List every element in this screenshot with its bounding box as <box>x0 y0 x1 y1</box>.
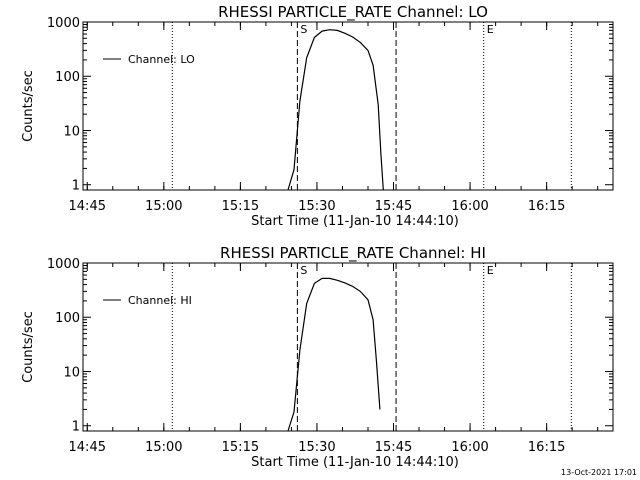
x-tick-label: 16:00 <box>451 440 488 455</box>
marker-label: S <box>300 23 307 36</box>
y-tick-label: 1000 <box>47 257 80 272</box>
x-tick-label: 15:15 <box>222 199 259 214</box>
x-tick-label: 15:45 <box>375 199 412 214</box>
generation-timestamp: 13-Oct-2021 17:01 <box>561 468 637 477</box>
chart-title: RHESSI PARTICLE_RATE Channel: HI <box>220 244 486 263</box>
marker-label: E <box>487 264 494 277</box>
y-tick-label: 10 <box>63 365 80 380</box>
x-axis-label: Start Time (11-Jan-10 14:44:10) <box>251 214 459 229</box>
y-tick-label: 10 <box>63 124 80 139</box>
y-tick-label: 1 <box>72 179 80 194</box>
y-axis-label: Counts/sec <box>21 70 36 142</box>
marker-label: S <box>300 264 307 277</box>
x-axis-label: Start Time (11-Jan-10 14:44:10) <box>251 455 459 470</box>
plot-frame <box>82 21 614 191</box>
legend-entry: Channel: LO <box>128 53 195 66</box>
chart-panel-0: RHESSI PARTICLE_RATE Channel: LO 1 10 100 10… <box>21 3 614 229</box>
plot-frame <box>82 262 614 432</box>
y-axis-label: Counts/sec <box>21 311 36 383</box>
marker-label: E <box>487 23 494 36</box>
x-tick-label: 14:45 <box>69 199 106 214</box>
y-tick-label: 1 <box>72 420 80 435</box>
x-tick-label: 15:00 <box>145 440 182 455</box>
x-tick-label: 15:15 <box>222 440 259 455</box>
series-line <box>287 29 384 191</box>
x-tick-label: 16:15 <box>528 199 565 214</box>
x-tick-label: 14:45 <box>69 440 106 455</box>
series-line <box>287 277 381 432</box>
chart-panel-1: RHESSI PARTICLE_RATE Channel: HI 1 10 100 10… <box>21 244 614 470</box>
x-tick-label: 15:45 <box>375 440 412 455</box>
legend-entry: Channel: HI <box>128 294 192 307</box>
y-tick-label: 1000 <box>47 16 80 31</box>
x-tick-label: 16:00 <box>451 199 488 214</box>
x-tick-label: 15:30 <box>298 199 335 214</box>
chart-title: RHESSI PARTICLE_RATE Channel: LO <box>218 3 488 22</box>
y-tick-label: 100 <box>55 311 80 326</box>
y-tick-label: 100 <box>55 70 80 85</box>
x-tick-label: 15:00 <box>145 199 182 214</box>
x-tick-label: 15:30 <box>298 440 335 455</box>
x-tick-label: 16:15 <box>528 440 565 455</box>
